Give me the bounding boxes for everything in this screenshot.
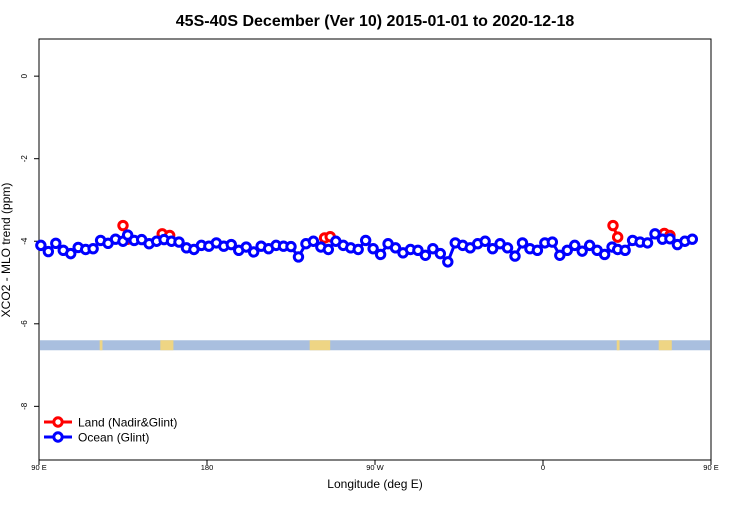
ocean-point bbox=[501, 242, 514, 254]
x-axis: 90 E 180 90 W 0 90 E bbox=[31, 460, 719, 472]
ocean-point bbox=[307, 235, 320, 247]
legend: Land (Nadir&Glint) Ocean (Glint) bbox=[44, 416, 177, 445]
ocean-point bbox=[546, 236, 559, 248]
x-axis-label: Longitude (deg E) bbox=[327, 477, 422, 491]
ocean-point bbox=[479, 235, 491, 247]
ocean-point bbox=[554, 249, 566, 261]
ocean-point bbox=[374, 248, 387, 261]
ocean-point bbox=[561, 244, 573, 257]
ocean-point bbox=[412, 244, 424, 257]
x-tick-label: 90 W bbox=[366, 463, 384, 472]
series-layer bbox=[35, 219, 699, 268]
land-ocean-strip bbox=[40, 340, 710, 351]
ocean-point bbox=[285, 240, 297, 253]
ocean-point bbox=[42, 245, 55, 258]
x-tick-label: 0 bbox=[541, 463, 545, 472]
ocean-point bbox=[576, 245, 588, 257]
ocean-point bbox=[173, 236, 185, 248]
ocean-band bbox=[40, 340, 710, 351]
ocean-point bbox=[516, 237, 529, 249]
land-patch bbox=[99, 340, 103, 351]
y-axis-label: XCO2 - MLO trend (ppm) bbox=[0, 183, 13, 318]
y-tick-label: -2 bbox=[20, 155, 29, 163]
ocean-point bbox=[427, 242, 439, 255]
ocean-point bbox=[434, 247, 447, 260]
ocean-point bbox=[619, 244, 631, 257]
legend-label-land: Land (Nadir&Glint) bbox=[78, 416, 177, 430]
ocean-point bbox=[583, 239, 596, 252]
ocean-point bbox=[569, 239, 581, 252]
ocean-point bbox=[225, 238, 237, 251]
ocean-point bbox=[65, 247, 77, 260]
ocean-point bbox=[352, 243, 364, 256]
land-patch bbox=[160, 340, 174, 351]
land-point bbox=[611, 231, 624, 243]
y-axis: 0 -2 -4 -6 -8 bbox=[20, 73, 39, 410]
ocean-point bbox=[664, 233, 676, 245]
ocean-point bbox=[367, 242, 379, 255]
ocean-point bbox=[240, 241, 252, 253]
ocean-point bbox=[509, 250, 521, 262]
ocean-point bbox=[35, 239, 47, 252]
land-point bbox=[117, 219, 129, 232]
ocean-point bbox=[292, 251, 305, 263]
y-tick-label: 0 bbox=[20, 73, 29, 78]
land-patch bbox=[658, 340, 672, 351]
ocean-point bbox=[531, 244, 544, 257]
legend-marker-land bbox=[52, 416, 64, 428]
ocean-point bbox=[322, 243, 335, 256]
x-tick-label: 90 E bbox=[31, 463, 46, 472]
x-tick-label: 90 E bbox=[703, 463, 718, 472]
ocean-point bbox=[442, 256, 454, 268]
ocean-point bbox=[87, 242, 99, 255]
land-point bbox=[607, 219, 619, 232]
ocean-point bbox=[686, 233, 699, 245]
chart-title: 45S-40S December (Ver 10) 2015-01-01 to … bbox=[176, 13, 575, 30]
y-tick-label: -8 bbox=[20, 402, 29, 410]
ocean-point bbox=[50, 237, 62, 250]
ocean-point bbox=[649, 228, 661, 240]
y-tick-label: -6 bbox=[20, 320, 29, 328]
ocean-point bbox=[641, 237, 654, 249]
ocean-point bbox=[486, 242, 499, 255]
legend-label-ocean: Ocean (Glint) bbox=[78, 431, 149, 445]
ocean-point bbox=[247, 246, 260, 258]
ocean-point bbox=[598, 248, 611, 261]
x-tick-label: 180 bbox=[201, 463, 214, 472]
land-patch bbox=[309, 340, 331, 351]
y-tick-label: -4 bbox=[20, 237, 29, 245]
land-patch bbox=[616, 340, 620, 351]
ocean-point bbox=[359, 234, 372, 247]
legend-marker-ocean bbox=[52, 431, 64, 443]
ocean-point bbox=[419, 249, 432, 261]
ocean-point bbox=[389, 242, 402, 254]
